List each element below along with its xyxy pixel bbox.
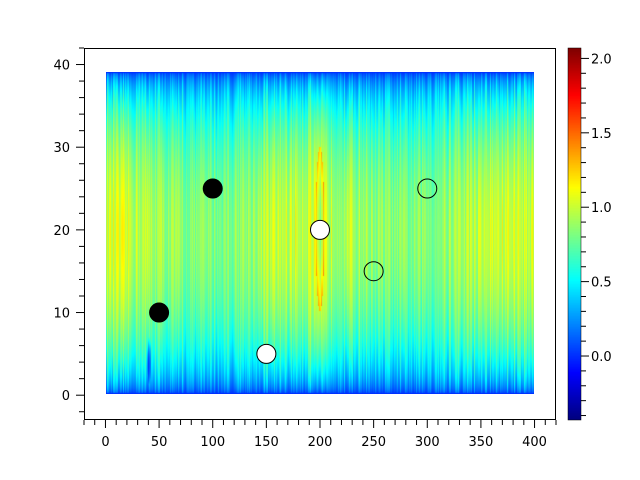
plot-frame bbox=[84, 48, 556, 420]
x-tick-label: 200 bbox=[308, 435, 333, 450]
colorbar bbox=[568, 48, 581, 420]
marker-point bbox=[417, 178, 438, 199]
x-axis: 0 50 100 150 200 250 300 350 400 bbox=[83, 420, 557, 450]
colorbar-tick-label: 1.5 bbox=[591, 127, 612, 142]
colorbar-frame bbox=[567, 47, 582, 421]
colorbar-tick-label: 0.5 bbox=[591, 276, 612, 291]
y-tick-label: 20 bbox=[53, 224, 70, 239]
x-tick-label: 350 bbox=[468, 435, 493, 450]
marker-point bbox=[363, 261, 384, 282]
x-tick-label: 300 bbox=[415, 435, 440, 450]
colorbar-axis: 0.0 0.5 1.0 1.5 2.0 bbox=[581, 52, 612, 417]
y-tick-label: 0 bbox=[62, 389, 70, 404]
marker-point bbox=[202, 178, 223, 199]
x-tick-label: 50 bbox=[151, 435, 168, 450]
colorbar-tick-label: 0.0 bbox=[591, 350, 612, 365]
y-tick-label: 10 bbox=[53, 307, 70, 322]
y-tick-label: 30 bbox=[53, 141, 70, 156]
marker-point bbox=[310, 219, 330, 240]
markers bbox=[149, 178, 438, 364]
x-tick-label: 400 bbox=[522, 435, 547, 450]
x-tick-label: 0 bbox=[101, 435, 109, 450]
colorbar-tick-label: 2.0 bbox=[591, 52, 612, 67]
marker-point bbox=[256, 343, 277, 364]
marker-point bbox=[149, 302, 170, 323]
y-axis: 0 10 20 30 40 bbox=[53, 47, 84, 413]
x-tick-label: 150 bbox=[254, 435, 279, 450]
y-tick-label: 40 bbox=[53, 59, 70, 74]
x-tick-label: 250 bbox=[361, 435, 386, 450]
colorbar-tick-label: 1.0 bbox=[591, 201, 612, 216]
x-tick-label: 100 bbox=[200, 435, 225, 450]
